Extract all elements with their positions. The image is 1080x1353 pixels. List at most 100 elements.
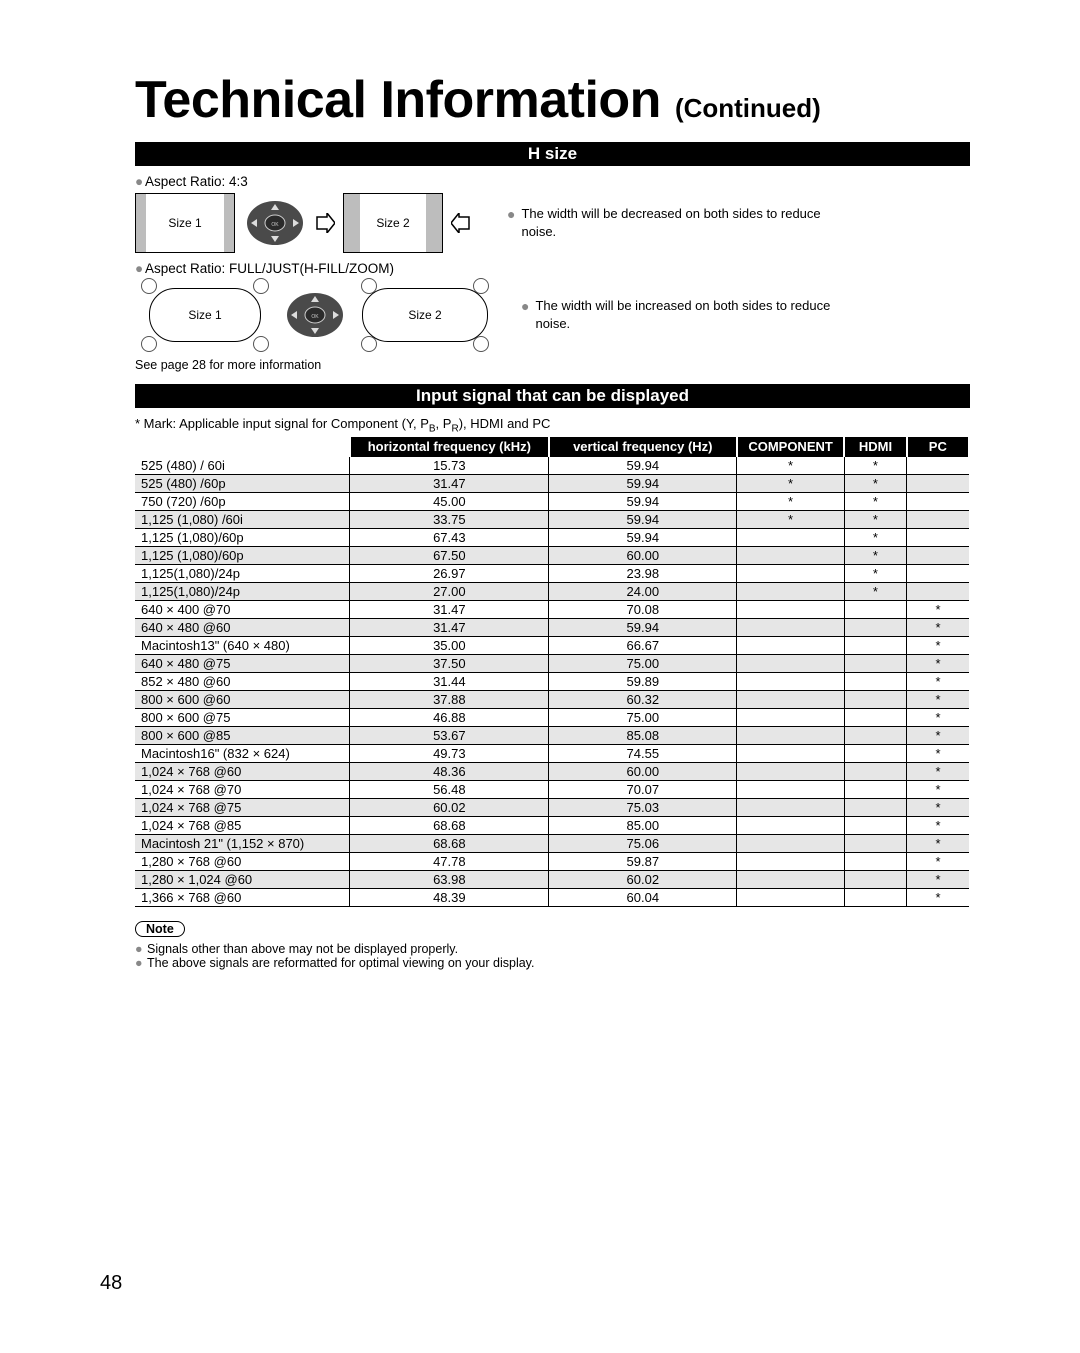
cell-pc: * [907, 780, 969, 798]
cell-comp [737, 546, 844, 564]
cell-hf: 15.73 [350, 457, 549, 475]
th-pc: PC [907, 437, 969, 457]
table-row: 800 × 600 @7546.8875.00* [135, 708, 969, 726]
cell-pc [907, 457, 969, 475]
cell-hdmi: * [844, 492, 906, 510]
cell-vf: 59.94 [549, 618, 737, 636]
cell-hdmi [844, 852, 906, 870]
cell-name: 800 × 600 @85 [135, 726, 350, 744]
cell-vf: 59.87 [549, 852, 737, 870]
cell-vf: 59.89 [549, 672, 737, 690]
cell-pc: * [907, 600, 969, 618]
mark-note-b: B [429, 424, 436, 435]
th-hf: horizontal frequency (kHz) [350, 437, 549, 457]
cell-name: 640 × 400 @70 [135, 600, 350, 618]
cell-comp [737, 852, 844, 870]
cell-pc [907, 474, 969, 492]
cell-pc [907, 582, 969, 600]
cell-hdmi: * [844, 546, 906, 564]
cell-name: 640 × 480 @60 [135, 618, 350, 636]
svg-text:OK: OK [271, 222, 279, 228]
table-row: Macintosh16" (832 × 624)49.7374.55* [135, 744, 969, 762]
cell-hdmi [844, 798, 906, 816]
cell-vf: 60.00 [549, 546, 737, 564]
size2-label-full: Size 2 [408, 308, 441, 322]
remote-dpad-icon: OK [243, 199, 307, 247]
bullet-icon: ● [135, 942, 147, 956]
cell-vf: 74.55 [549, 744, 737, 762]
cell-hf: 49.73 [350, 744, 549, 762]
table-row: 800 × 600 @8553.6785.08* [135, 726, 969, 744]
cell-hf: 67.43 [350, 528, 549, 546]
table-row: 525 (480) / 60i15.7359.94** [135, 457, 969, 475]
section-input-header: Input signal that can be displayed [135, 384, 970, 408]
diagram-size1-full: Size 1 [135, 280, 275, 350]
cell-vf: 85.00 [549, 816, 737, 834]
cell-hf: 45.00 [350, 492, 549, 510]
bullet-icon: ● [135, 956, 147, 970]
cell-vf: 23.98 [549, 564, 737, 582]
mark-note: * Mark: Applicable input signal for Comp… [135, 416, 970, 435]
table-row: 1,125 (1,080)/60p67.4359.94* [135, 528, 969, 546]
table-header-row: horizontal frequency (kHz) vertical freq… [135, 437, 969, 457]
hsize-row-full: Size 1 OK Size 2 ● The width will be inc… [135, 280, 970, 350]
bullet-icon: ● [507, 205, 515, 221]
page-title: Technical Information (Continued) [135, 70, 970, 130]
table-row: 640 × 400 @7031.4770.08* [135, 600, 969, 618]
cell-hf: 48.39 [350, 888, 549, 906]
aspect-43-label: ●Aspect Ratio: 4:3 [135, 174, 970, 189]
table-row: 1,125 (1,080) /60i33.7559.94** [135, 510, 969, 528]
cell-hf: 37.88 [350, 690, 549, 708]
cell-name: 1,280 × 768 @60 [135, 852, 350, 870]
mark-note-suffix: ), HDMI and PC [459, 416, 551, 431]
table-row: 1,024 × 768 @6048.3660.00* [135, 762, 969, 780]
th-blank [135, 437, 350, 457]
cell-hdmi: * [844, 582, 906, 600]
table-row: 1,366 × 768 @6048.3960.04* [135, 888, 969, 906]
cell-name: 640 × 480 @75 [135, 654, 350, 672]
cell-hf: 31.47 [350, 474, 549, 492]
cell-comp [737, 600, 844, 618]
cell-name: 1,024 × 768 @75 [135, 798, 350, 816]
diagram-size1-43: Size 1 [135, 193, 235, 253]
page-number: 48 [100, 1272, 122, 1295]
cell-vf: 24.00 [549, 582, 737, 600]
th-comp: COMPONENT [737, 437, 844, 457]
cell-name: 525 (480) / 60i [135, 457, 350, 475]
cell-hf: 68.68 [350, 816, 549, 834]
cell-hf: 46.88 [350, 708, 549, 726]
cell-name: 800 × 600 @75 [135, 708, 350, 726]
cell-comp [737, 816, 844, 834]
circle-icon [141, 336, 157, 352]
cell-hf: 26.97 [350, 564, 549, 582]
cell-name: 1,024 × 768 @85 [135, 816, 350, 834]
cell-hdmi [844, 690, 906, 708]
table-row: 852 × 480 @6031.4459.89* [135, 672, 969, 690]
size1-label: Size 1 [168, 216, 201, 230]
table-row: 525 (480) /60p31.4759.94** [135, 474, 969, 492]
cell-vf: 75.00 [549, 708, 737, 726]
cell-pc: * [907, 852, 969, 870]
cell-name: 1,024 × 768 @70 [135, 780, 350, 798]
cell-hf: 33.75 [350, 510, 549, 528]
cell-name: 1,125 (1,080) /60i [135, 510, 350, 528]
see-page-note: See page 28 for more information [135, 358, 970, 372]
circle-icon [473, 336, 489, 352]
cell-comp [737, 744, 844, 762]
circle-icon [253, 336, 269, 352]
cell-hf: 47.78 [350, 852, 549, 870]
bullet-icon: ● [135, 174, 145, 189]
cell-comp [737, 762, 844, 780]
cell-pc [907, 546, 969, 564]
desc-decrease-text: The width will be decreased on both side… [521, 205, 827, 240]
cell-vf: 60.00 [549, 762, 737, 780]
cell-vf: 59.94 [549, 457, 737, 475]
cell-comp: * [737, 492, 844, 510]
cell-comp [737, 690, 844, 708]
cell-hdmi [844, 654, 906, 672]
cell-vf: 66.67 [549, 636, 737, 654]
table-row: 1,125 (1,080)/60p67.5060.00* [135, 546, 969, 564]
table-row: 640 × 480 @7537.5075.00* [135, 654, 969, 672]
mark-note-mid: , P [436, 416, 452, 431]
cell-name: 1,125(1,080)/24p [135, 564, 350, 582]
